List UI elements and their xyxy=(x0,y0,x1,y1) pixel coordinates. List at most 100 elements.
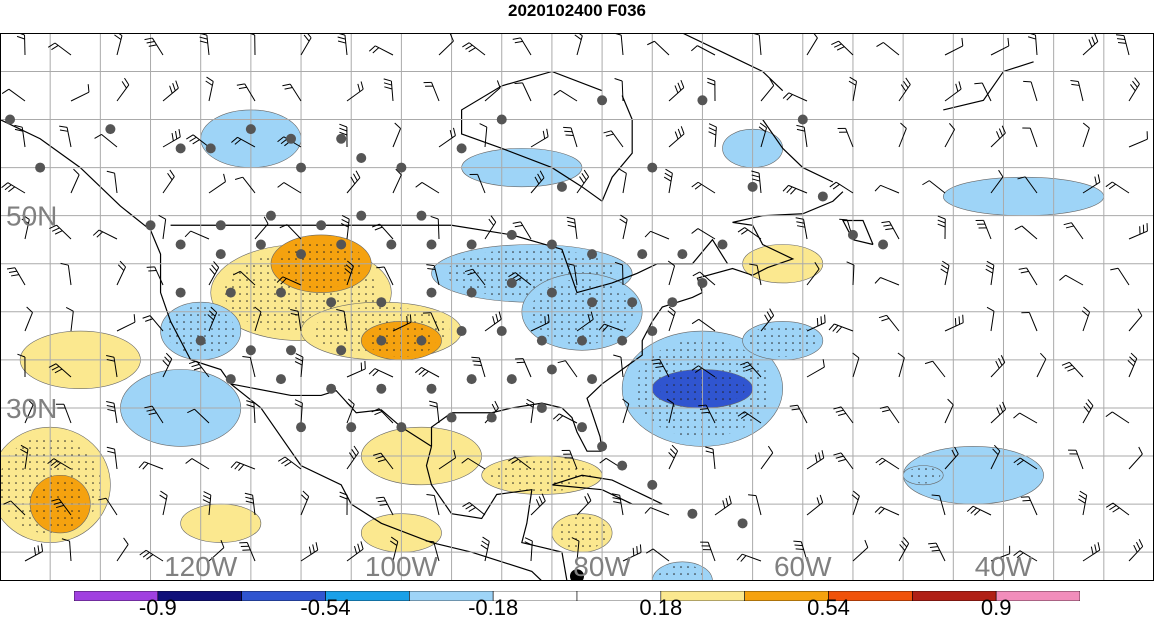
wind-barb-feather xyxy=(959,316,960,324)
latitude-label: 30N xyxy=(6,393,57,424)
wind-barb-feather xyxy=(471,357,479,358)
station-marker xyxy=(246,345,256,355)
station-marker xyxy=(557,182,567,192)
station-marker xyxy=(738,518,748,528)
station-marker xyxy=(176,288,186,298)
colorbar-tick-label: -0.9 xyxy=(139,595,177,621)
wind-barb-feather xyxy=(410,314,411,322)
wind-barb-feather xyxy=(974,83,982,84)
station-marker xyxy=(216,249,226,259)
station-marker xyxy=(336,134,346,144)
station-marker xyxy=(296,163,306,173)
wind-barb-feather xyxy=(548,314,549,322)
wind-barb-feather xyxy=(955,318,956,326)
station-marker xyxy=(848,230,858,240)
station-marker xyxy=(176,240,186,250)
station-marker xyxy=(718,240,728,250)
station-marker xyxy=(467,240,477,250)
wind-barb-feather xyxy=(545,316,546,324)
station-marker xyxy=(497,326,507,336)
station-marker xyxy=(426,240,436,250)
wind-barb-feather xyxy=(563,127,571,128)
station-marker xyxy=(216,220,226,230)
station-marker xyxy=(597,95,607,105)
station-marker xyxy=(687,509,697,519)
wind-barb-feather xyxy=(839,219,847,220)
station-marker xyxy=(627,297,637,307)
station-marker xyxy=(35,163,45,173)
significance-stipple xyxy=(906,467,940,483)
wind-barb-feather xyxy=(821,316,822,324)
station-marker xyxy=(547,364,557,374)
station-marker xyxy=(577,422,587,432)
station-marker xyxy=(537,403,547,413)
colorbar xyxy=(74,588,1080,598)
wind-barb-feather xyxy=(796,549,804,550)
station-marker xyxy=(256,240,266,250)
significance-stipple xyxy=(749,324,817,357)
station-marker xyxy=(878,240,888,250)
station-marker xyxy=(326,384,336,394)
station-marker xyxy=(617,461,627,471)
wind-barb-feather xyxy=(515,83,523,84)
longitude-label: 120W xyxy=(164,551,238,581)
station-marker xyxy=(426,288,436,298)
station-marker xyxy=(426,384,436,394)
station-marker xyxy=(487,413,497,423)
station-marker xyxy=(637,249,647,259)
wind-barb-feather xyxy=(963,315,964,323)
station-marker xyxy=(286,345,296,355)
station-marker xyxy=(226,288,236,298)
station-marker xyxy=(587,249,597,259)
significance-stipple xyxy=(491,459,593,492)
station-marker xyxy=(677,249,687,259)
station-marker xyxy=(818,191,828,201)
wind-barb-feather xyxy=(1023,81,1031,82)
station-marker xyxy=(547,240,557,250)
station-marker xyxy=(206,143,216,153)
station-marker xyxy=(196,336,206,346)
station-marker xyxy=(336,240,346,250)
station-marker xyxy=(356,211,366,221)
longitude-label: 40W xyxy=(975,551,1033,581)
wind-barb-feather xyxy=(407,316,408,324)
station-marker xyxy=(547,288,557,298)
station-marker xyxy=(376,336,386,346)
wind-barb-feather xyxy=(637,546,638,554)
wind-barb-feather xyxy=(474,365,482,366)
station-marker xyxy=(276,374,286,384)
station-marker xyxy=(497,115,507,125)
station-marker xyxy=(748,182,758,192)
wind-barb-feather xyxy=(148,270,156,271)
station-marker xyxy=(276,288,286,298)
station-marker xyxy=(266,211,276,221)
station-marker xyxy=(617,336,627,346)
longitude-label: 100W xyxy=(365,551,439,581)
station-marker xyxy=(336,345,346,355)
latitude-label: 50N xyxy=(6,201,57,232)
station-marker xyxy=(587,297,597,307)
station-marker xyxy=(396,422,406,432)
station-marker xyxy=(467,288,477,298)
wind-barb-feather xyxy=(825,315,826,323)
station-marker xyxy=(667,297,677,307)
map-title: 2020102400 F036 xyxy=(0,0,1154,22)
station-marker xyxy=(647,163,657,173)
station-marker xyxy=(647,326,657,336)
station-marker xyxy=(507,374,517,384)
station-marker xyxy=(296,249,306,259)
station-marker xyxy=(537,336,547,346)
station-marker xyxy=(396,163,406,173)
station-marker xyxy=(798,115,808,125)
station-marker xyxy=(146,220,156,230)
station-marker xyxy=(246,124,256,134)
wind-barb-feather xyxy=(565,135,573,136)
station-marker xyxy=(457,326,467,336)
station-marker xyxy=(346,422,356,432)
station-marker xyxy=(376,384,386,394)
station-marker xyxy=(467,374,477,384)
wind-barb-feather xyxy=(147,267,155,268)
station-marker xyxy=(386,240,396,250)
